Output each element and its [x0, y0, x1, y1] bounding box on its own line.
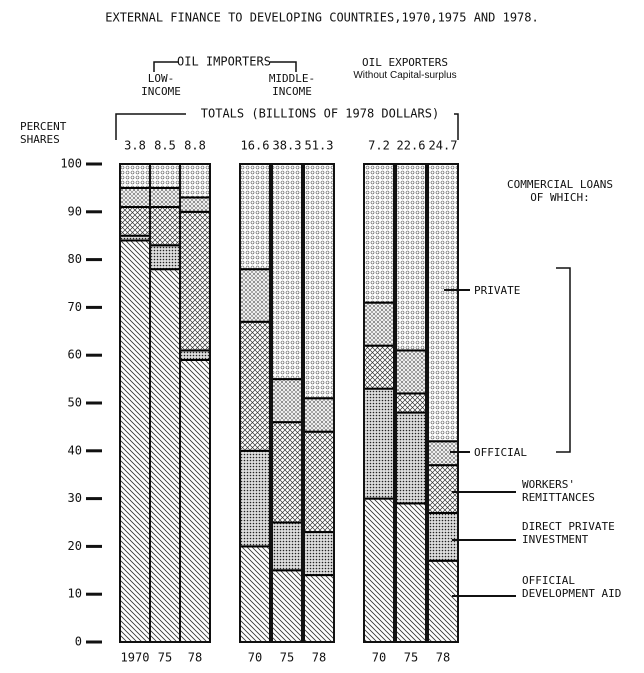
bar-segment [395, 163, 427, 352]
bar-segment [119, 206, 151, 237]
legend-heading: COMMERCIAL LOANS OF WHICH: [507, 178, 613, 204]
super-group-label: OIL IMPORTERS [177, 55, 271, 69]
bar-segment [239, 320, 271, 452]
bar-segment [427, 440, 459, 467]
bar-segment [363, 344, 395, 390]
bar-segment [427, 464, 459, 514]
total-label: 24.7 [429, 139, 458, 153]
totals-bracket [115, 113, 459, 140]
bar-segment [303, 430, 335, 534]
bar-segment [179, 163, 211, 199]
bar-segment [149, 186, 181, 209]
x-tick-label: 1970 [121, 651, 150, 665]
bar-segment [271, 521, 303, 572]
bar-segment [427, 559, 459, 643]
x-tick-label: 75 [280, 651, 294, 665]
bar-segment [149, 206, 181, 247]
bar-segment [363, 163, 395, 304]
bar-segment [363, 497, 395, 643]
total-label: 22.6 [397, 139, 426, 153]
bar-segment [239, 545, 271, 644]
bar-outline [179, 163, 211, 643]
bar-segment [149, 268, 181, 643]
y-tick-label: 100 [60, 157, 82, 171]
y-tick-label: 0 [75, 635, 82, 649]
bar-segment [149, 163, 181, 189]
group-label: MIDDLE-INCOME [268, 72, 316, 98]
total-label: 51.3 [305, 139, 334, 153]
bar-segment [395, 502, 427, 643]
bar-segment [303, 531, 335, 577]
bar-segment [239, 449, 271, 548]
total-label: 3.8 [124, 139, 146, 153]
bar-outline [271, 163, 303, 643]
bar-segment [119, 186, 151, 209]
bar-outline [239, 163, 271, 643]
bar-segment [271, 569, 303, 643]
legend-label: DIRECT PRIVATE INVESTMENT [522, 520, 615, 546]
bar-outline [303, 163, 335, 643]
legend-label: OFFICIAL [474, 446, 527, 459]
bar-segment [363, 301, 395, 347]
bar-segment [427, 511, 459, 562]
bar-segment [395, 392, 427, 414]
bar-segment [271, 163, 303, 381]
legend-bracket [556, 267, 571, 453]
bar-segment [119, 163, 151, 189]
x-tick-label: 78 [436, 651, 450, 665]
y-tick-label: 60 [68, 348, 82, 362]
bar-segment [271, 421, 303, 524]
x-tick-label: 70 [248, 651, 262, 665]
total-label: 7.2 [368, 139, 390, 153]
y-axis-label: PERCENT SHARES [20, 120, 67, 146]
x-tick-label: 70 [372, 651, 386, 665]
x-tick-label: 75 [404, 651, 418, 665]
bar-segment [239, 268, 271, 323]
bar-segment [179, 210, 211, 352]
x-tick-label: 75 [158, 651, 172, 665]
y-tick-label: 10 [68, 587, 82, 601]
group-bracket [153, 61, 297, 72]
y-tick-label: 80 [68, 252, 82, 266]
y-tick-label: 40 [68, 443, 82, 457]
bar-segment [239, 163, 271, 271]
legend-label: OFFICIAL DEVELOPMENT AID [522, 574, 622, 600]
bar-segment [303, 574, 335, 644]
bar-segment [271, 378, 303, 424]
bar-segment [179, 358, 211, 643]
bar-segment [149, 244, 181, 271]
y-tick-label: 50 [68, 396, 82, 410]
group-label: LOW-INCOME [141, 72, 181, 98]
bar-segment [119, 239, 151, 643]
group-label: OIL EXPORTERS [361, 56, 449, 69]
legend-label: WORKERS' REMITTANCES [522, 478, 595, 504]
bar-outline [363, 163, 395, 643]
bar-outline [427, 163, 459, 643]
total-label: 38.3 [273, 139, 302, 153]
x-tick-label: 78 [188, 651, 202, 665]
x-tick-label: 78 [312, 651, 326, 665]
y-tick-label: 90 [68, 204, 82, 218]
bar-segment [303, 163, 335, 400]
total-label: 8.5 [154, 139, 176, 153]
bar-segment [395, 349, 427, 395]
bar-segment [395, 411, 427, 505]
y-tick-label: 70 [68, 300, 82, 314]
bar-segment [427, 163, 459, 443]
group-subtitle: Without Capital-surplus [353, 70, 457, 81]
legend-label: PRIVATE [474, 284, 521, 297]
bar-outline [395, 163, 427, 643]
bar-segment [179, 196, 211, 213]
y-tick-label: 30 [68, 491, 82, 505]
totals-label: TOTALS (BILLIONS OF 1978 DOLLARS) [201, 107, 439, 121]
bar-segment [179, 349, 211, 361]
bar-segment [363, 387, 395, 500]
total-label: 16.6 [241, 139, 270, 153]
y-tick-label: 20 [68, 539, 82, 553]
total-label: 8.8 [184, 139, 206, 153]
chart-title: EXTERNAL FINANCE TO DEVELOPING COUNTRIES… [105, 11, 538, 25]
bar-segment [303, 397, 335, 433]
